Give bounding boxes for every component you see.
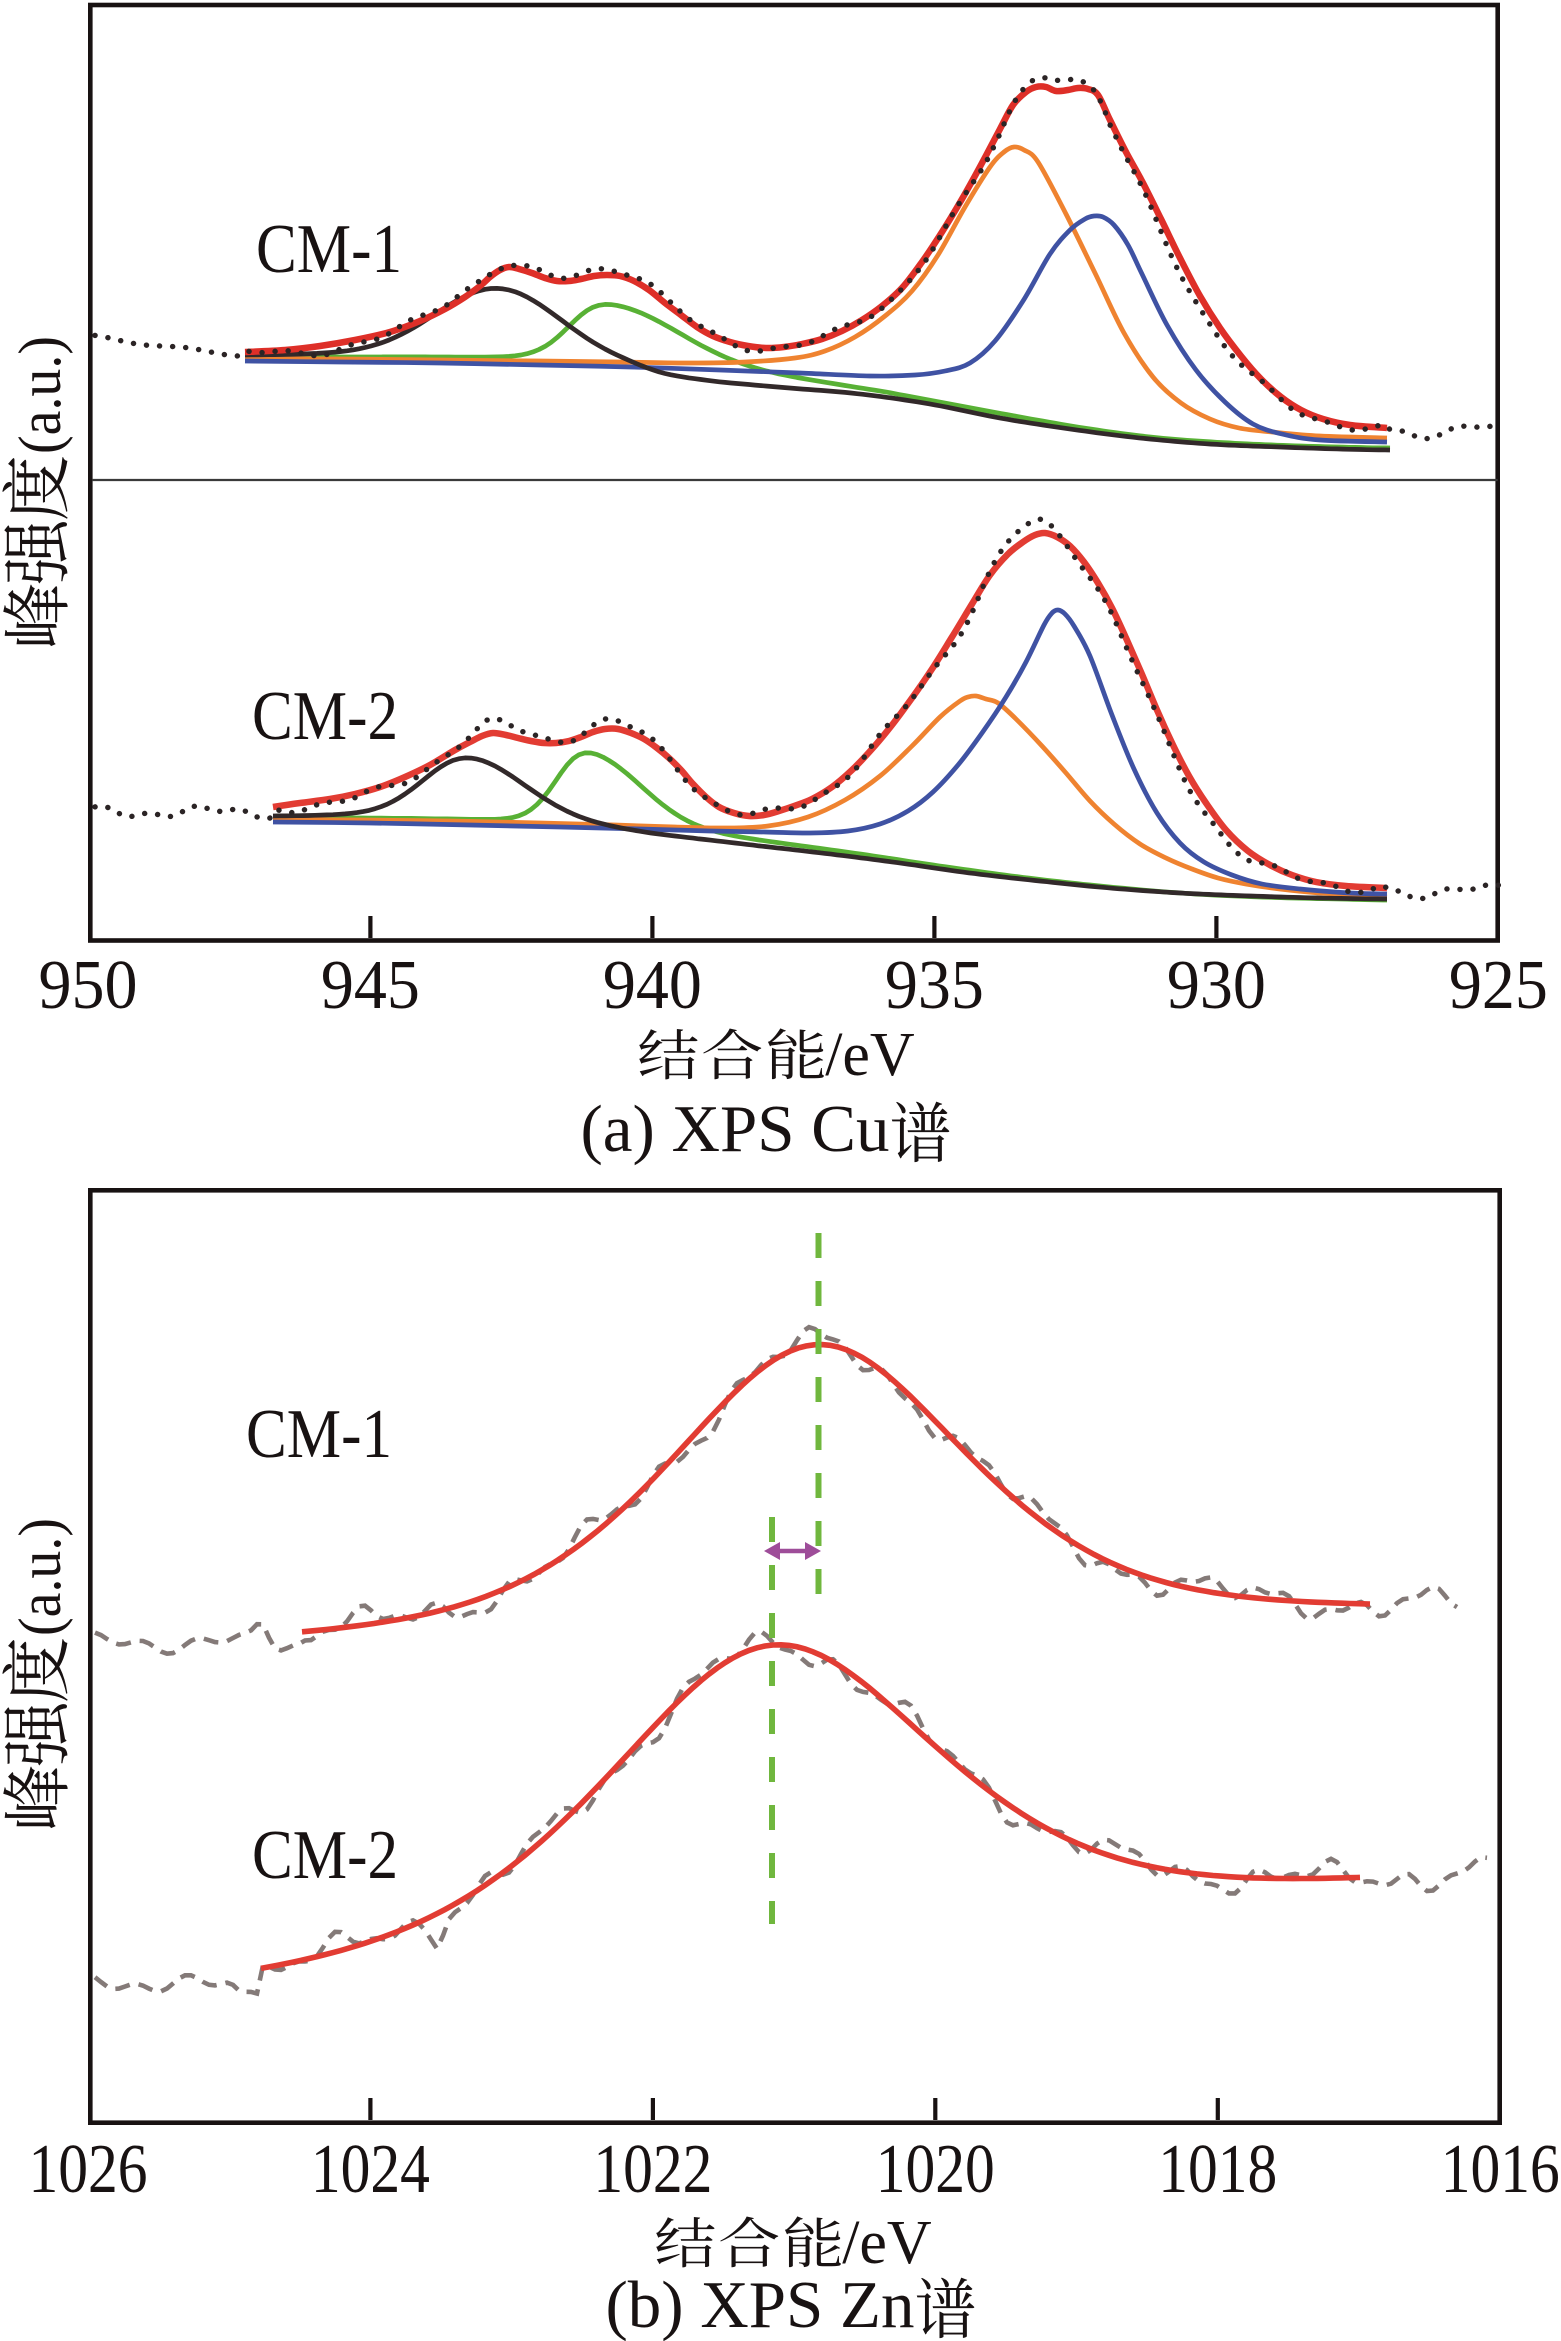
svg-text:1026: 1026 xyxy=(29,2131,148,2208)
svg-text:1024: 1024 xyxy=(311,2131,430,2208)
svg-text:CM-1: CM-1 xyxy=(256,211,402,288)
svg-text:945: 945 xyxy=(321,947,420,1024)
svg-text:(a.u.): (a.u.) xyxy=(7,1518,73,1636)
svg-text:(a) XPS Cu: (a) XPS Cu xyxy=(581,1092,890,1166)
svg-text:1022: 1022 xyxy=(593,2131,712,2208)
svg-text:925: 925 xyxy=(1449,947,1548,1024)
svg-text:1016: 1016 xyxy=(1441,2131,1560,2208)
svg-text:1020: 1020 xyxy=(876,2131,995,2208)
svg-text:935: 935 xyxy=(885,947,984,1024)
svg-text:940: 940 xyxy=(603,947,702,1024)
svg-text:CM-2: CM-2 xyxy=(252,1817,398,1894)
svg-text:CM-1: CM-1 xyxy=(246,1396,392,1473)
svg-text:1018: 1018 xyxy=(1158,2131,1277,2208)
svg-text:/eV: /eV xyxy=(825,1021,915,1089)
svg-text:950: 950 xyxy=(39,947,138,1024)
svg-text:(b) XPS Zn: (b) XPS Zn xyxy=(606,2268,915,2341)
svg-text:(a.u.): (a.u.) xyxy=(7,336,73,454)
svg-text:930: 930 xyxy=(1167,947,1266,1024)
svg-text:/eV: /eV xyxy=(842,2209,932,2277)
svg-text:CM-2: CM-2 xyxy=(252,678,398,755)
